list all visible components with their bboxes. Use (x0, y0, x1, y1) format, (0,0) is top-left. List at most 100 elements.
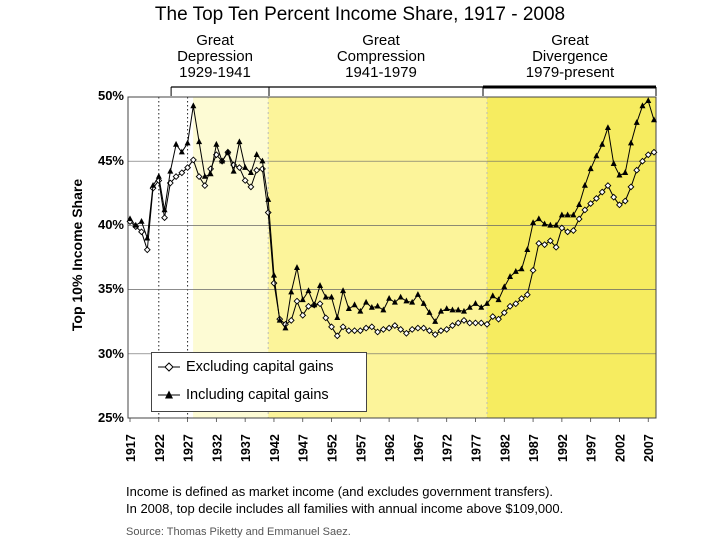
data-point (627, 183, 635, 191)
x-tick-label: 1962 (383, 434, 397, 462)
data-point (276, 316, 283, 323)
data-point (299, 311, 307, 319)
data-point (138, 217, 145, 224)
data-point (196, 138, 203, 145)
data-point (374, 302, 381, 309)
data-point (351, 301, 358, 308)
x-tick-label: 1987 (527, 434, 541, 462)
data-point (340, 287, 347, 294)
data-point (425, 327, 433, 335)
era-label-divergence: Great Divergence 1979-present (505, 33, 635, 81)
legend-item-excluding: Excluding capital gains (158, 359, 334, 375)
data-point (236, 138, 243, 145)
data-point (397, 293, 404, 300)
footnote-threshold: In 2008, top decile includes all familie… (126, 501, 564, 516)
data-point (426, 309, 433, 315)
data-point (138, 228, 145, 236)
era-line2: Compression (336, 48, 426, 65)
data-point (576, 201, 583, 208)
data-point (558, 224, 566, 232)
data-point (293, 264, 300, 270)
data-point (351, 327, 359, 335)
data-point (184, 139, 191, 146)
data-point (397, 325, 405, 333)
data-point (241, 177, 249, 184)
data-point (150, 181, 157, 188)
data-point (633, 119, 640, 125)
data-point (282, 324, 289, 331)
data-point (293, 297, 301, 305)
data-point (569, 227, 577, 234)
x-tick-label: 1927 (182, 434, 196, 462)
era-line3: 1941-1979 (345, 64, 417, 81)
data-point (420, 300, 427, 306)
y-tick-label: 40% (97, 217, 124, 232)
data-point (178, 148, 185, 155)
x-tick-label: 1977 (469, 434, 483, 462)
data-point (316, 300, 324, 308)
data-point (593, 152, 600, 159)
data-point (639, 157, 646, 165)
data-point (253, 151, 260, 157)
data-point (334, 314, 341, 321)
data-point (449, 322, 456, 329)
data-point (322, 314, 330, 322)
data-point (213, 140, 220, 147)
data-point (374, 328, 382, 336)
data-point (333, 332, 341, 340)
data-point (489, 292, 496, 299)
data-point (477, 319, 485, 327)
data-point (161, 214, 168, 222)
plot-border (127, 96, 657, 419)
data-point (432, 318, 439, 324)
data-point (512, 268, 519, 274)
data-point (616, 171, 623, 178)
x-tick-label: 2002 (613, 434, 627, 462)
data-point (616, 201, 623, 209)
era-label-depression: Great Depression 1929-1941 (160, 33, 270, 81)
data-point (604, 182, 612, 190)
data-point (455, 306, 462, 313)
x-tick-label: 2007 (642, 434, 656, 462)
x-tick-label: 1932 (210, 434, 224, 462)
data-point (484, 300, 491, 306)
data-point (587, 200, 595, 208)
legend-label: Including capital gains (186, 387, 329, 403)
data-point (362, 324, 370, 332)
x-tick-label: 1937 (239, 434, 253, 462)
data-point (535, 239, 543, 247)
data-point (523, 291, 531, 299)
data-point (357, 307, 364, 314)
data-point (207, 170, 214, 177)
data-point (379, 325, 387, 333)
data-point (581, 206, 589, 214)
data-point (454, 319, 462, 327)
data-point (472, 319, 479, 327)
data-point (195, 173, 203, 181)
data-point (385, 324, 393, 332)
era-line2: Divergence (532, 48, 608, 65)
era-line1: Great (551, 32, 589, 49)
data-point (356, 327, 364, 335)
data-point (650, 148, 658, 156)
x-tick-label: 1952 (326, 434, 340, 462)
data-point (305, 287, 312, 294)
data-point (581, 181, 588, 188)
data-point (322, 293, 329, 300)
data-point (478, 303, 485, 310)
data-point (489, 313, 497, 321)
era-line1: Great (362, 32, 400, 49)
data-point (431, 331, 439, 338)
data-point (599, 140, 606, 147)
legend-label: Excluding capital gains (186, 359, 334, 375)
data-point (288, 288, 295, 295)
data-point (495, 296, 502, 303)
data-point (230, 167, 237, 174)
data-point (167, 167, 174, 174)
data-point (651, 116, 657, 123)
legend-item-including: Including capital gains (158, 387, 329, 403)
data-point (414, 324, 422, 332)
data-point (189, 156, 197, 164)
y-tick-label: 30% (97, 346, 124, 361)
